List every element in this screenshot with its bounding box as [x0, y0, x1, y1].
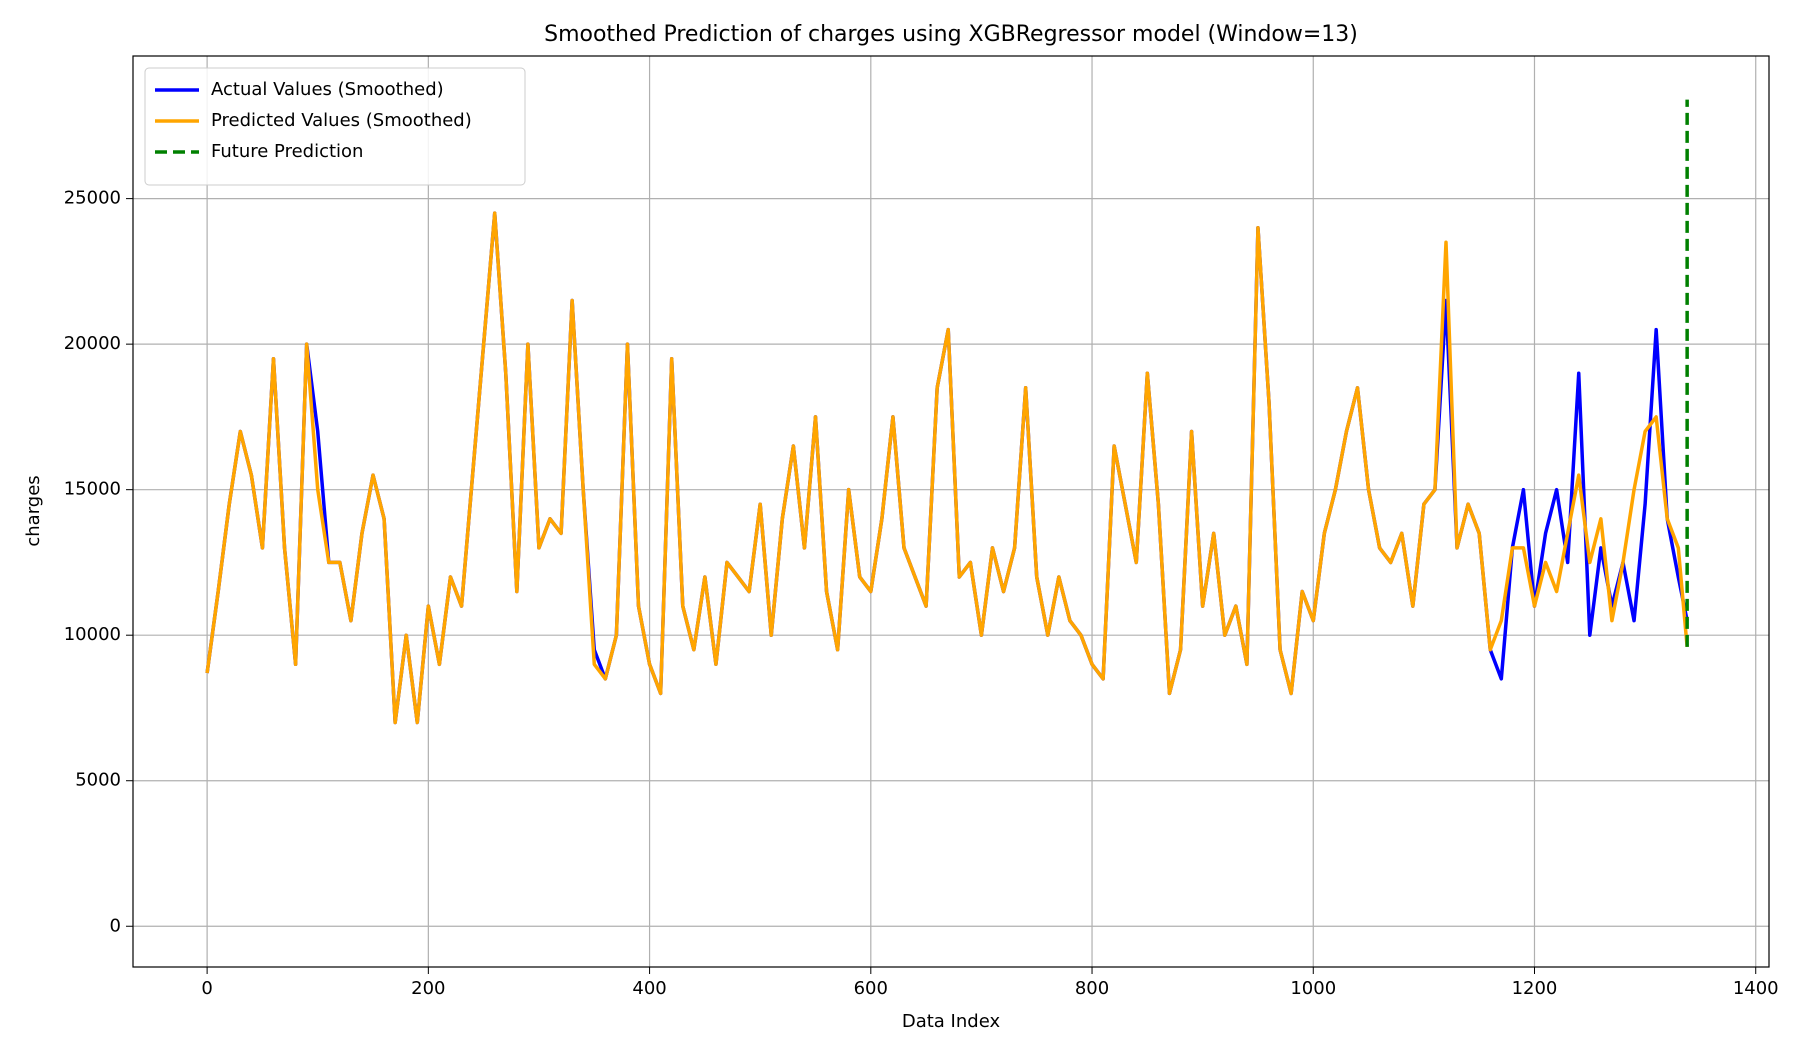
- legend-label: Predicted Values (Smoothed): [211, 110, 472, 131]
- y-tick-label: 15000: [64, 479, 121, 500]
- x-tick-label: 0: [201, 978, 212, 999]
- series-line: [205, 211, 1689, 725]
- y-tick-label: 5000: [75, 770, 121, 791]
- y-tick-label: 20000: [64, 333, 121, 354]
- x-tick-label: 1400: [1733, 978, 1779, 999]
- x-tick-label: 200: [411, 978, 445, 999]
- series-line: [205, 211, 1689, 725]
- y-tick-label: 10000: [64, 624, 121, 645]
- legend: Actual Values (Smoothed) Predicted Values…: [144, 67, 526, 186]
- x-tick-label: 800: [1075, 978, 1109, 999]
- y-tick-label: 25000: [64, 188, 121, 209]
- x-axis-label: Data Index: [902, 1011, 1001, 1032]
- x-tick-label: 600: [854, 978, 888, 999]
- plot-frame: [132, 55, 1770, 968]
- legend-label: Future Prediction: [211, 141, 363, 162]
- legend-box: [144, 67, 526, 186]
- x-tick-label: 400: [632, 978, 666, 999]
- chart-title: Smoothed Prediction of charges using XGB…: [544, 22, 1358, 47]
- y-axis-label: charges: [23, 475, 44, 546]
- x-tick-label: 1000: [1290, 978, 1336, 999]
- legend-label: Actual Values (Smoothed): [211, 79, 444, 100]
- x-tick-label: 1200: [1512, 978, 1558, 999]
- y-tick-label: 0: [110, 915, 121, 936]
